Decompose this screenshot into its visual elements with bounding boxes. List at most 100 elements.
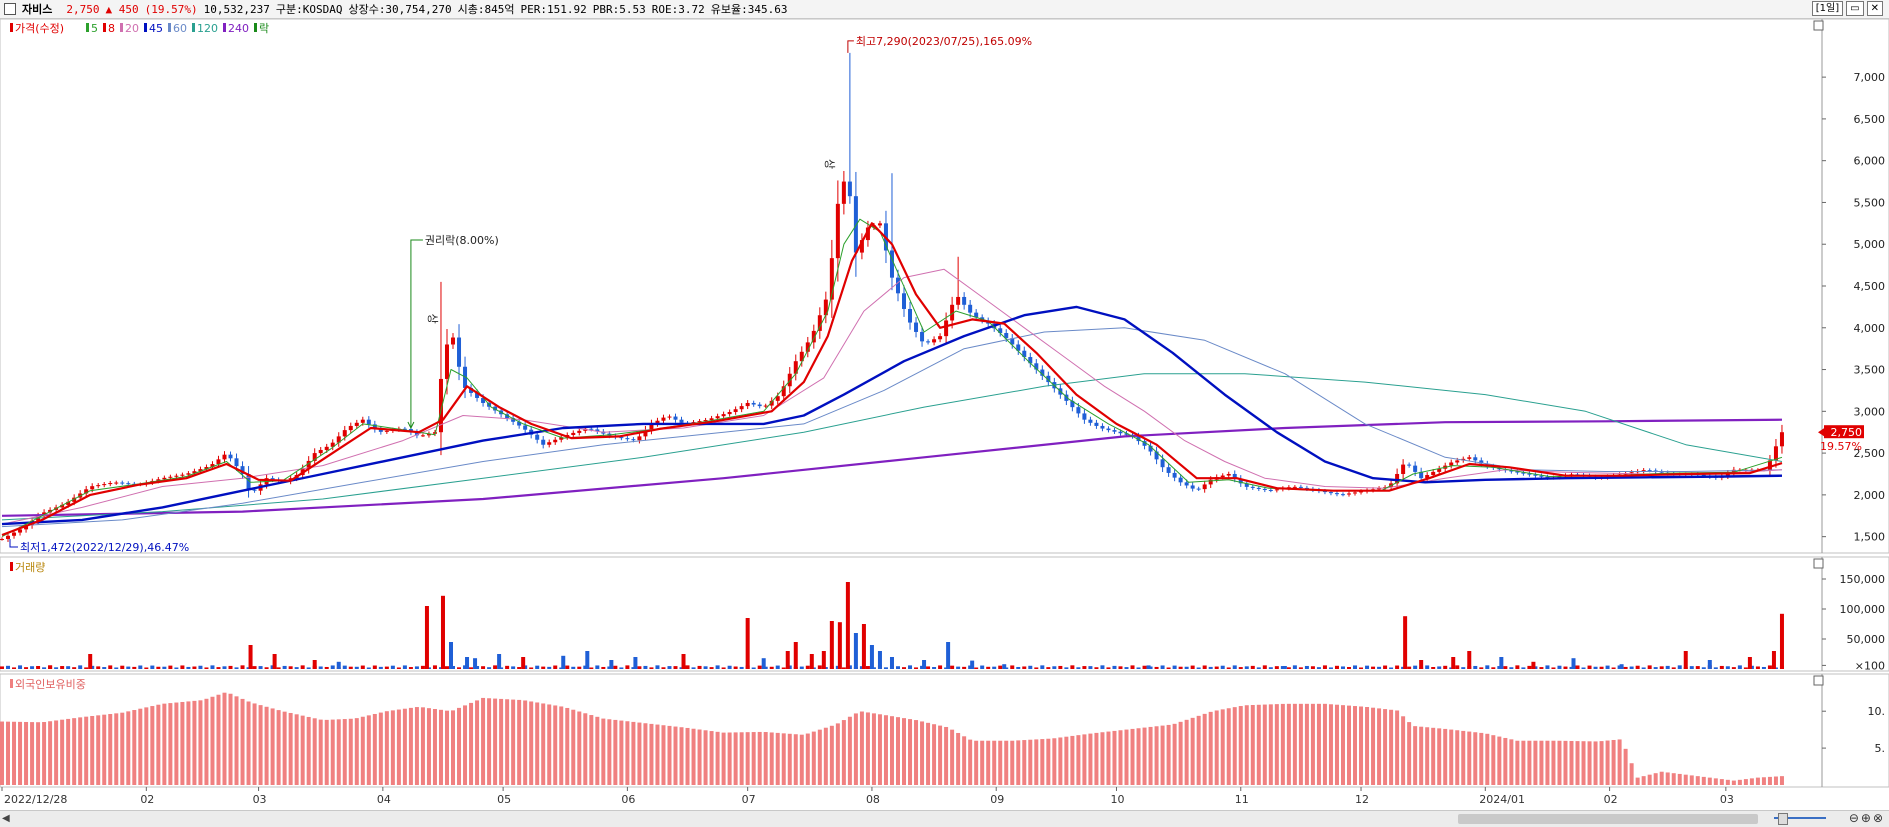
scroll-left-icon[interactable]: ◀ bbox=[2, 813, 10, 824]
foreign-bar bbox=[264, 706, 269, 785]
window-restore-icon[interactable]: ▭ bbox=[1846, 1, 1864, 16]
volume-bar bbox=[1286, 667, 1291, 669]
foreign-bar bbox=[36, 722, 41, 785]
candle-body bbox=[787, 373, 792, 387]
volume-bar bbox=[847, 665, 852, 669]
foreign-bar bbox=[649, 723, 654, 785]
foreign-bar bbox=[1268, 704, 1273, 785]
scroll-thumb[interactable] bbox=[1458, 814, 1758, 824]
volume-bar bbox=[601, 666, 606, 669]
volume-bar bbox=[1755, 666, 1760, 669]
volume-bar bbox=[1298, 667, 1303, 669]
candle-body bbox=[451, 337, 456, 345]
candle-body bbox=[1431, 471, 1436, 476]
candle-body bbox=[204, 467, 209, 470]
candle-body bbox=[457, 337, 462, 367]
foreign-bar bbox=[697, 729, 702, 785]
volume-bar bbox=[535, 665, 540, 669]
volume-bar bbox=[1334, 665, 1339, 669]
candle-body bbox=[24, 525, 29, 530]
foreign-bar bbox=[1196, 715, 1201, 785]
foreign-bar bbox=[583, 713, 588, 785]
foreign-bar bbox=[444, 710, 449, 785]
candle-body bbox=[342, 430, 347, 437]
zoom-icons[interactable]: ⊖⊕⊗ bbox=[1848, 811, 1885, 825]
volume-bar bbox=[1359, 667, 1364, 669]
foreign-bar bbox=[523, 700, 528, 785]
candle-body bbox=[1040, 369, 1045, 376]
candle-body bbox=[168, 476, 173, 478]
foreign-bar bbox=[246, 701, 251, 785]
header-checkbox[interactable] bbox=[4, 3, 16, 15]
header-bar: 자비스 2,750 ▲ 450 (19.57%) 10,532,237 구분:K… bbox=[0, 0, 1889, 19]
volume-bar bbox=[739, 666, 744, 669]
panel-toggle-icon-fr[interactable] bbox=[1813, 675, 1824, 686]
window-close-icon[interactable]: ✕ bbox=[1866, 1, 1883, 16]
volume-bar bbox=[120, 665, 125, 669]
foreign-bar bbox=[342, 719, 347, 785]
foreign-bar bbox=[1112, 730, 1117, 785]
candle-body bbox=[920, 331, 925, 342]
candle-body bbox=[1232, 473, 1237, 479]
date-tick-label: 02 bbox=[1604, 793, 1618, 806]
candle-body bbox=[535, 434, 540, 440]
volume-bar bbox=[1347, 667, 1351, 669]
candle-body bbox=[577, 430, 582, 433]
zoom-slider[interactable] bbox=[1770, 813, 1830, 825]
legend-label: 60 bbox=[173, 22, 187, 35]
volume-bar bbox=[585, 651, 590, 669]
volume-bar bbox=[938, 665, 943, 669]
foreign-bar bbox=[132, 710, 137, 785]
volume-bar bbox=[126, 666, 131, 669]
panel-toggle-icon-price[interactable] bbox=[1813, 20, 1824, 31]
candle-body bbox=[414, 432, 419, 436]
foreign-bar bbox=[1671, 773, 1676, 785]
foreign-bar bbox=[631, 721, 636, 785]
foreign-bar bbox=[926, 722, 931, 785]
candle-body bbox=[1773, 446, 1778, 461]
candle-body bbox=[180, 474, 185, 476]
foreign-bar bbox=[408, 707, 413, 785]
foreign-bar bbox=[877, 714, 882, 785]
candle-body bbox=[944, 320, 949, 337]
volume-bar bbox=[565, 665, 570, 669]
volume-legend-label: 거래량 bbox=[15, 561, 45, 574]
volume-bar bbox=[1671, 667, 1676, 669]
candle-body bbox=[956, 296, 961, 305]
stock-chart[interactable]: 7,000 6,500 6,000 5,500 5,000 4,500 4,000 3,500… bbox=[0, 19, 1889, 809]
candle-body bbox=[438, 378, 443, 433]
candle-body bbox=[895, 277, 900, 294]
volume-bar bbox=[1515, 665, 1520, 669]
foreign-bar bbox=[1154, 726, 1159, 785]
volume-bar bbox=[1148, 666, 1153, 669]
foreign-bar bbox=[300, 715, 305, 785]
period-button[interactable]: [1일] bbox=[1811, 1, 1844, 16]
scroll-bar[interactable]: ◀ ⊖⊕⊗ bbox=[0, 810, 1889, 827]
zoom-knob[interactable] bbox=[1778, 813, 1788, 825]
volume-bar bbox=[571, 666, 576, 669]
volume-bar bbox=[1695, 666, 1700, 669]
volume-bar bbox=[252, 666, 257, 669]
volume-bar bbox=[1629, 666, 1634, 669]
foreign-bar bbox=[1046, 738, 1051, 785]
foreign-bar bbox=[1214, 710, 1219, 785]
foreign-bar bbox=[553, 705, 558, 785]
volume-bar bbox=[156, 666, 161, 669]
foreign-bar bbox=[228, 693, 233, 785]
foreign-bar bbox=[980, 740, 985, 785]
foreign-bar bbox=[420, 707, 425, 785]
volume-bar bbox=[681, 654, 686, 669]
legend-label: 240 bbox=[228, 22, 249, 35]
foreign-bar bbox=[853, 713, 858, 785]
foreign-bar bbox=[390, 710, 395, 785]
foreign-bar bbox=[1455, 730, 1460, 785]
volume-bar bbox=[1499, 657, 1504, 669]
foreign-bar bbox=[920, 721, 925, 785]
panel-toggle-icon-vol[interactable] bbox=[1813, 558, 1824, 569]
foreign-bar bbox=[962, 736, 967, 785]
volume-bar bbox=[974, 667, 979, 669]
foreign-bar bbox=[270, 708, 275, 785]
foreign-bar bbox=[1022, 740, 1027, 785]
volume-tick-label: 100,000 bbox=[1840, 603, 1886, 616]
candle-body bbox=[541, 439, 546, 445]
